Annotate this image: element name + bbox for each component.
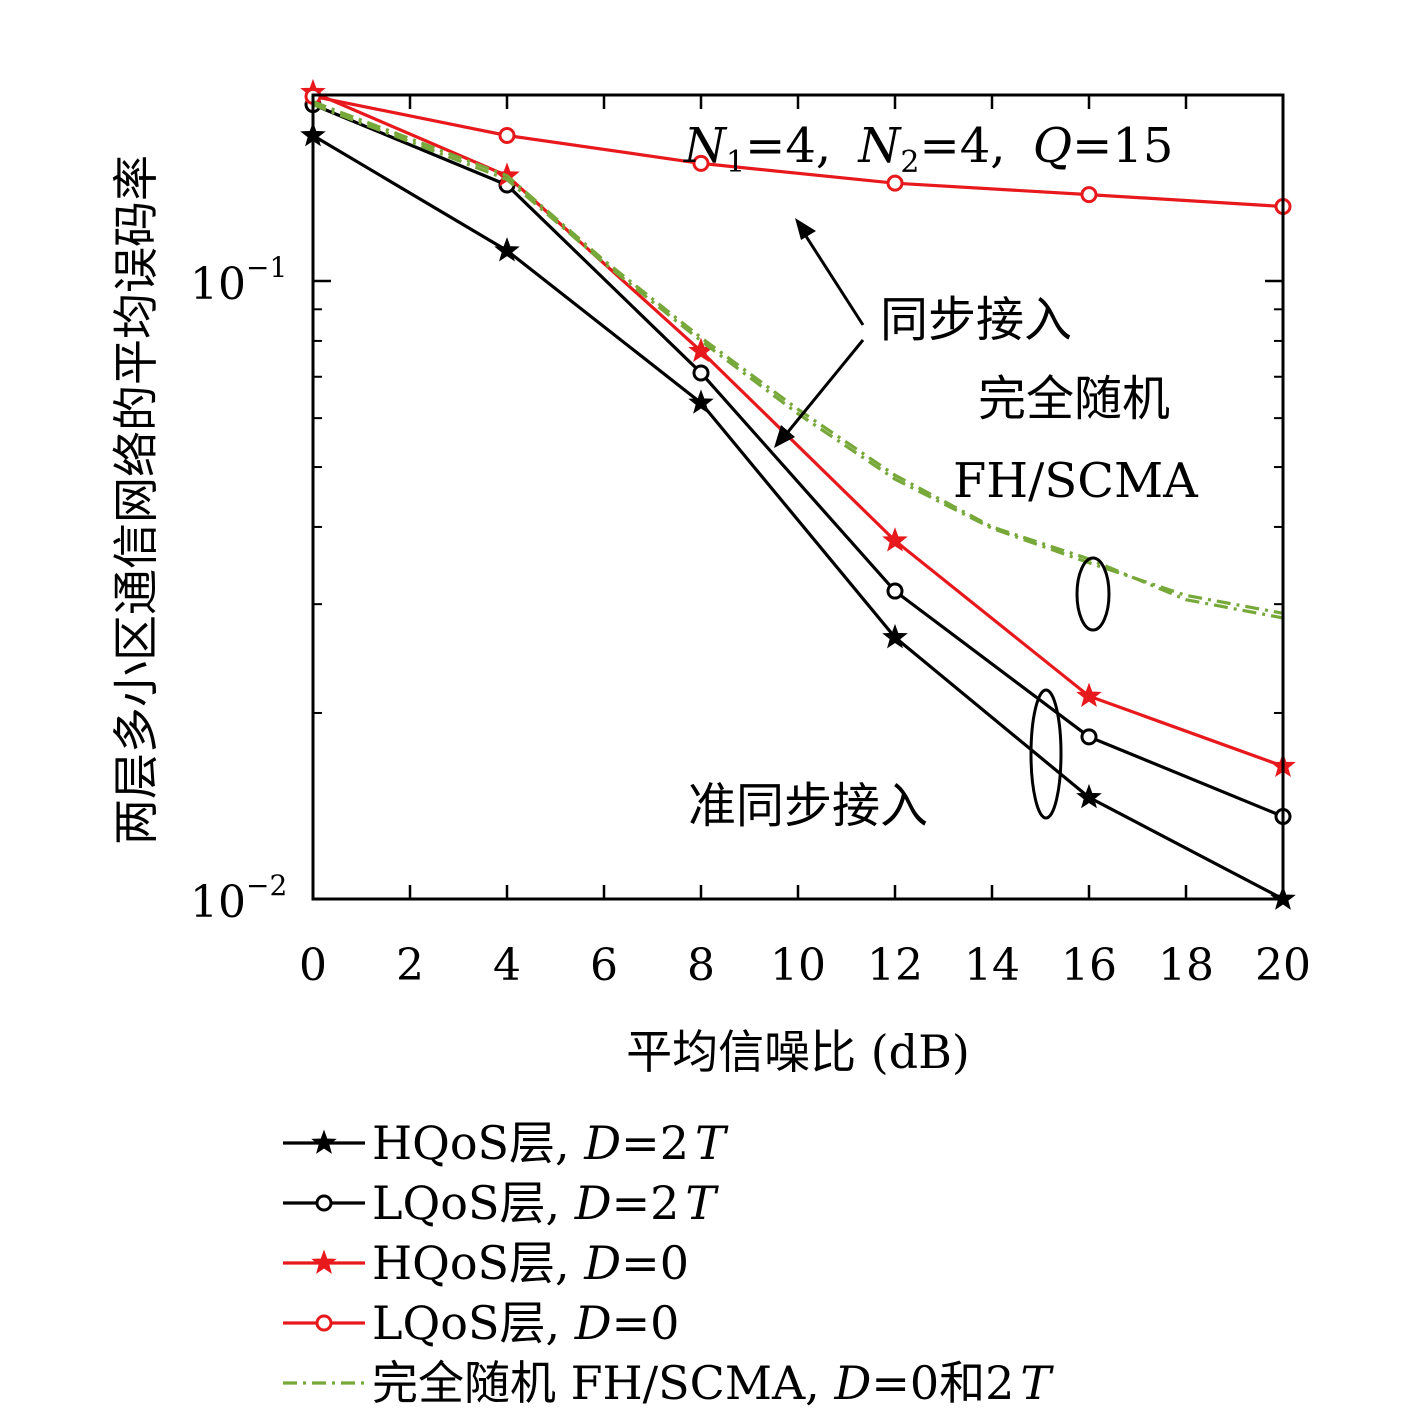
x-tick-label: 4 <box>493 940 521 991</box>
data-point-marker <box>494 237 520 262</box>
series-line <box>312 103 1284 615</box>
data-point-marker <box>1076 682 1102 707</box>
data-point-marker <box>1080 186 1098 204</box>
x-tick-label: 8 <box>687 940 715 991</box>
x-tick-label: 2 <box>396 940 424 991</box>
x-tick-label: 12 <box>867 940 923 991</box>
sync-access-annotation: 同步接入 <box>880 292 1072 348</box>
axes-layer: 0 2 4 6 8 10 12 14 16 18 20 10−1 10−2 平均信噪比 (dB) 两层多小区… <box>109 93 1311 1079</box>
series-5 <box>312 103 1284 615</box>
legend: HQoS层, D=2 T LQoS层, D=2 T HQoS层, D=0 LQoS层, D… <box>283 1116 1054 1410</box>
legend-label: 完全随机 FH/SCMA, D=0和2 T <box>372 1356 1054 1410</box>
legend-marker <box>315 1194 333 1212</box>
random-fhscma-annotation-line2: FH/SCMA <box>953 453 1199 509</box>
sync-arrowhead-lower <box>774 425 795 448</box>
legend-marker <box>311 1129 337 1154</box>
series-2 <box>300 78 1296 778</box>
data-point-marker <box>692 154 710 172</box>
series-line <box>312 94 1284 209</box>
y-axis-label: 两层多小区通信网络的平均误码率 <box>109 155 163 845</box>
x-tick-label: 6 <box>590 940 618 991</box>
series-4 <box>312 100 1284 620</box>
random-curves-ellipse <box>1075 556 1111 632</box>
series-line <box>312 134 1284 901</box>
legend-label: HQoS层, D=0 <box>372 1236 689 1290</box>
quasi-sync-annotation: 准同步接入 <box>688 778 928 834</box>
x-tick-label: 14 <box>964 940 1020 991</box>
sync-arrow-upper <box>800 229 865 326</box>
data-point-marker <box>692 364 710 382</box>
legend-marker <box>311 1249 337 1274</box>
sync-arrowhead-upper <box>795 218 816 240</box>
data-point-marker <box>882 527 908 552</box>
parameter-label: N1=4, N2=4, Q=15 <box>683 118 1173 180</box>
x-axis-label: 平均信噪比 (dB) <box>626 1025 970 1079</box>
data-point-marker <box>688 389 714 414</box>
data-point-marker <box>1076 783 1102 809</box>
legend-label: LQoS层, D=2 T <box>372 1176 719 1230</box>
annotation-layer: N1=4, N2=4, Q=15 同步接入 完全随机 FH/SCMA 准同步接入 <box>683 118 1199 834</box>
data-point-marker <box>882 623 908 649</box>
legend-entry: 完全随机 FH/SCMA, D=0和2 T <box>283 1356 1054 1410</box>
series-line <box>312 103 1284 818</box>
data-point-marker <box>886 582 904 600</box>
series-line <box>312 100 1284 620</box>
legend-entry: HQoS层, D=0 <box>283 1236 689 1290</box>
random-fhscma-annotation-line1: 完全随机 <box>978 371 1170 427</box>
quasi-sync-ellipse <box>1029 688 1063 820</box>
legend-entry: HQoS层, D=2 T <box>283 1116 729 1170</box>
series-line <box>312 90 1284 768</box>
legend-marker <box>315 1314 333 1332</box>
y-tick-label: 10−1 <box>190 251 287 310</box>
legend-entry: LQoS层, D=0 <box>283 1296 679 1350</box>
x-tick-label: 10 <box>770 940 826 991</box>
x-tick-label: 18 <box>1158 940 1214 991</box>
data-point-marker <box>886 174 904 192</box>
x-tick-label: 0 <box>299 940 327 991</box>
legend-label: HQoS层, D=2 T <box>372 1116 729 1170</box>
legend-entry: LQoS层, D=2 T <box>283 1176 719 1230</box>
x-tick-label: 16 <box>1061 940 1117 991</box>
x-tick-label: 20 <box>1255 940 1311 991</box>
y-tick-label: 10−2 <box>190 869 287 928</box>
legend-label: LQoS层, D=0 <box>372 1296 679 1350</box>
sync-arrow-lower <box>781 339 865 439</box>
data-point-marker <box>498 126 516 144</box>
data-point-marker <box>1080 728 1098 746</box>
